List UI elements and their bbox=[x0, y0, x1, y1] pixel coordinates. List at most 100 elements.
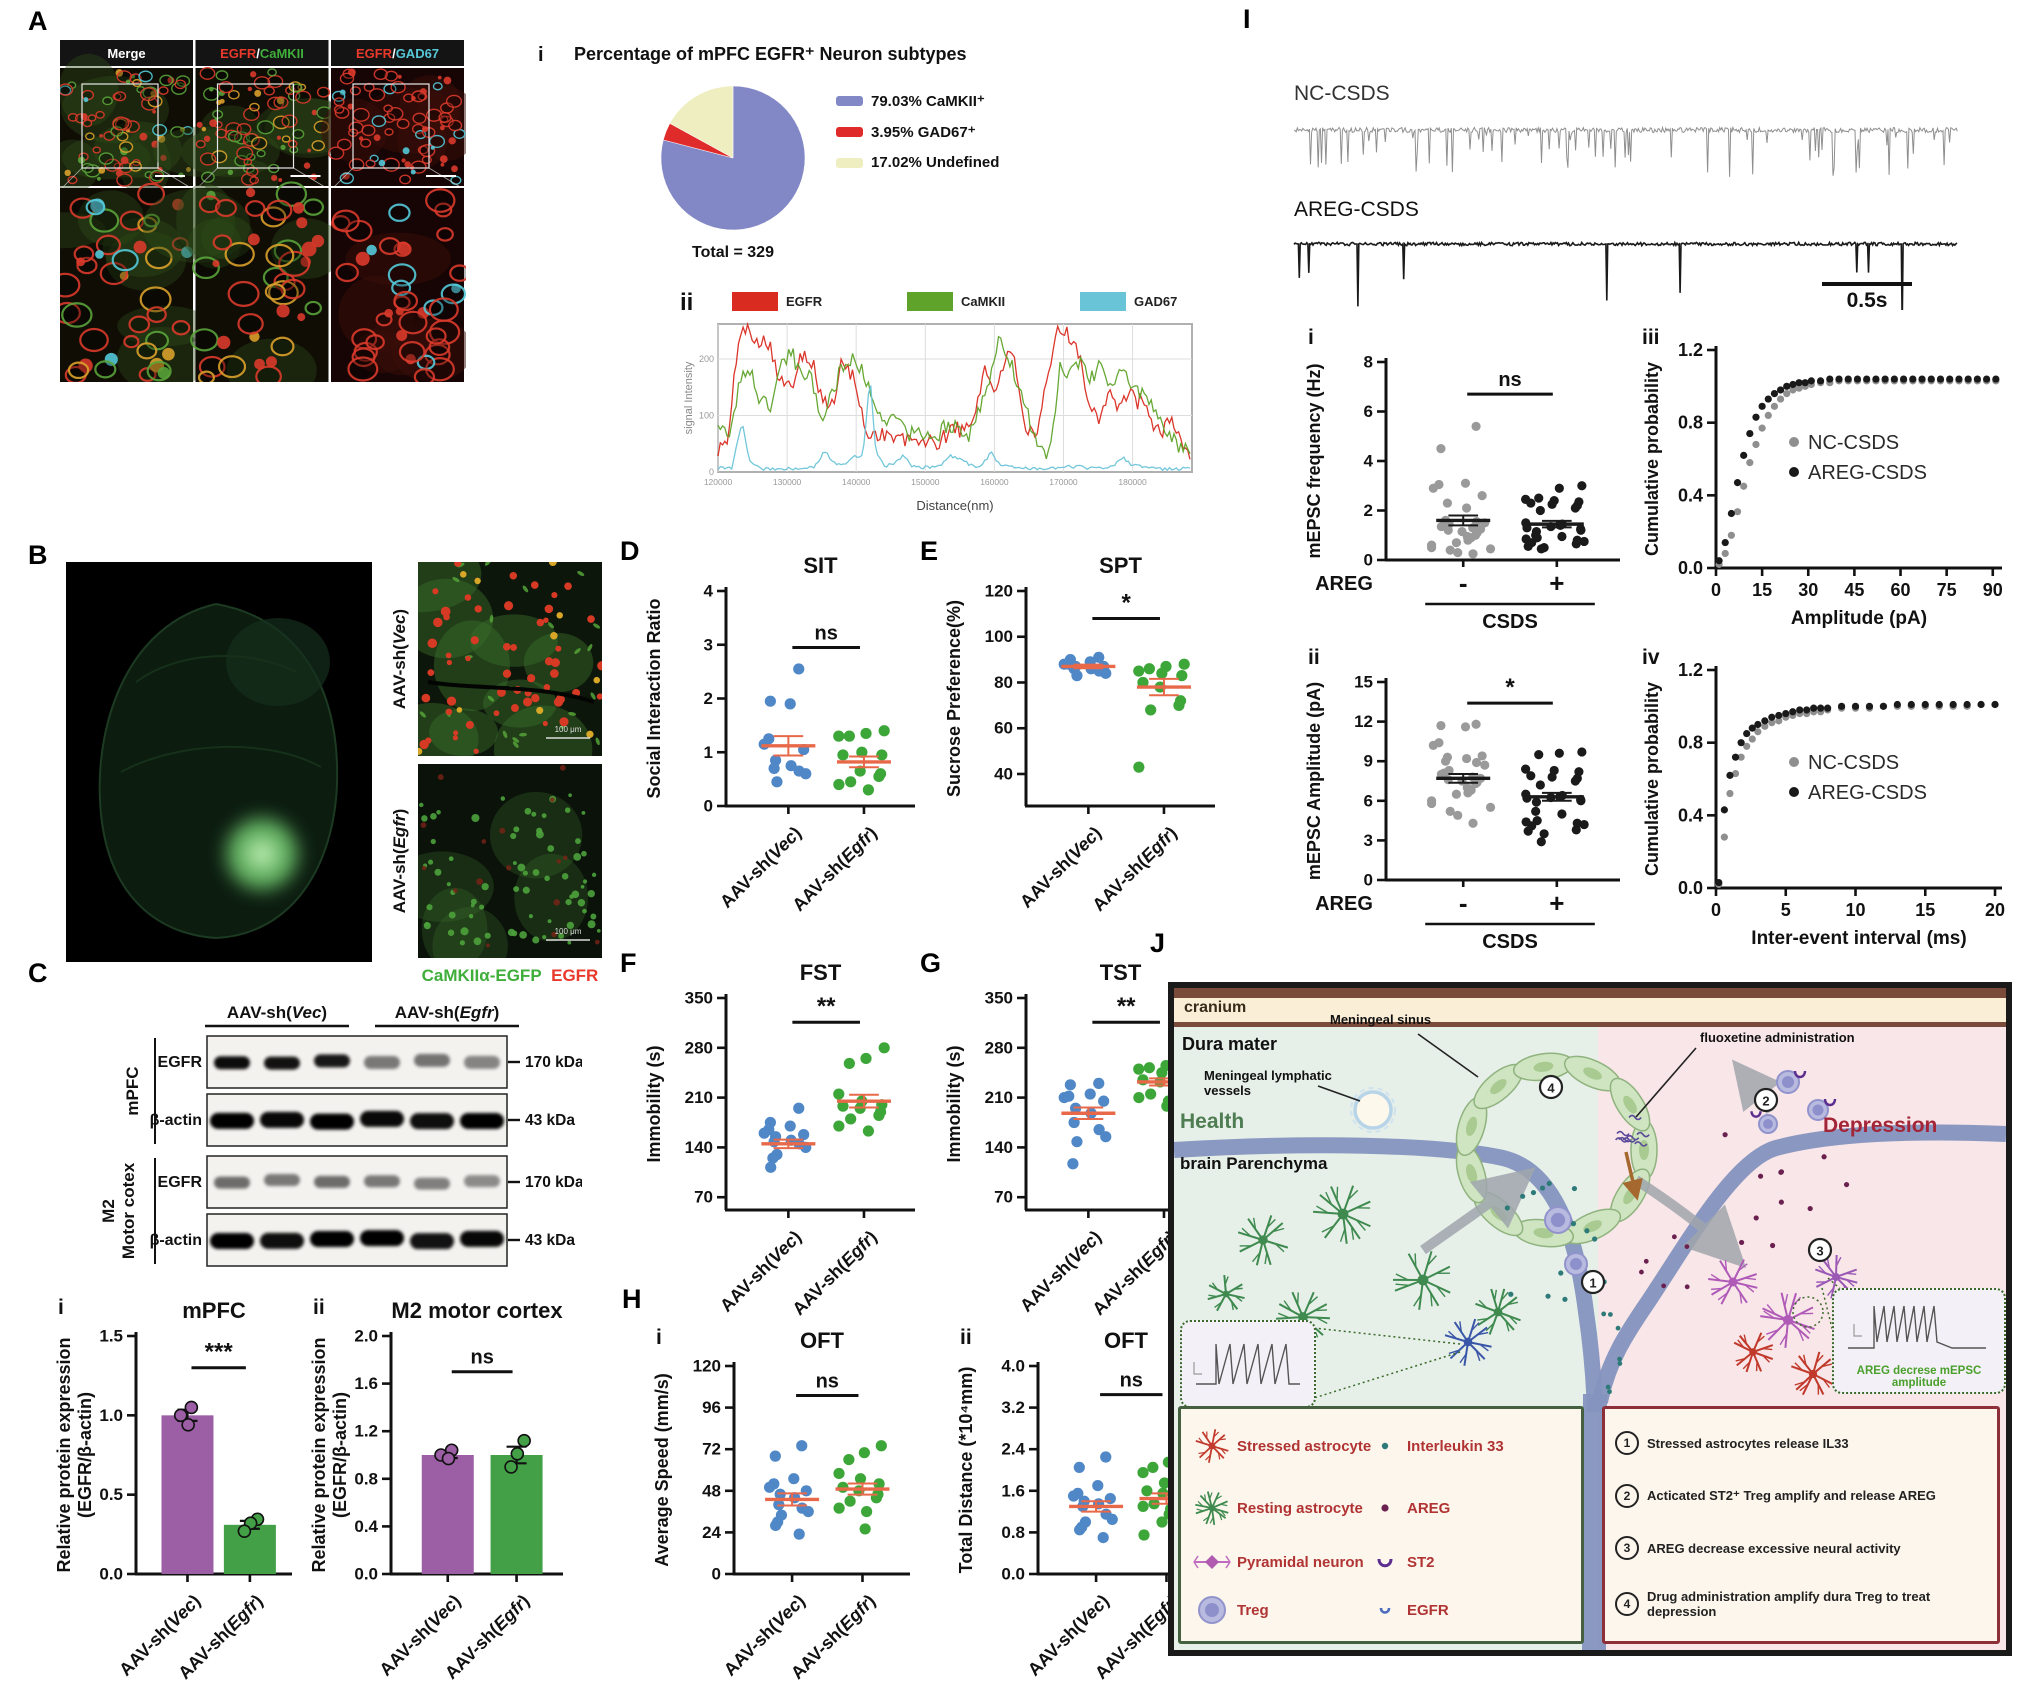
svg-text:AREG: AREG bbox=[1315, 573, 1373, 595]
svg-text:NC-CSDS: NC-CSDS bbox=[1294, 82, 1390, 105]
egfr-microscopy-image: 100 μm bbox=[390, 764, 602, 985]
svg-text:30: 30 bbox=[1798, 580, 1818, 600]
svg-text:-: - bbox=[1459, 888, 1468, 918]
panel-i-chart-i: i mEPSC frequency (Hz) 0 2 4 6 8 ns AREG - + CSDS bbox=[1300, 320, 1630, 645]
svg-text:0.4: 0.4 bbox=[1678, 805, 1703, 825]
svg-text:43 kDa: 43 kDa bbox=[525, 1112, 575, 1129]
svg-text:OFT: OFT bbox=[800, 1328, 845, 1353]
inset-green-label: AREG decrese mEPSC amplitude bbox=[1856, 1365, 1982, 1389]
svg-text:0.0: 0.0 bbox=[1001, 1565, 1025, 1584]
caption-camkii: CaMKIIα-EGFP bbox=[421, 966, 542, 985]
panel-h-chart-i: i OFT Average Speed (mm/s) 0 24 48 72 96 120 ns AA… bbox=[648, 1320, 920, 1692]
svg-text:280: 280 bbox=[685, 1038, 713, 1057]
svg-text:210: 210 bbox=[985, 1088, 1013, 1107]
svg-text:350: 350 bbox=[685, 989, 713, 1008]
svg-text:β-actin: β-actin bbox=[150, 1232, 202, 1249]
svg-text:0: 0 bbox=[704, 797, 713, 816]
svg-text:0: 0 bbox=[1364, 871, 1373, 890]
svg-text:3: 3 bbox=[1816, 1244, 1823, 1259]
panel-j-label: J bbox=[1150, 928, 1166, 958]
panel-h-label: H bbox=[622, 1284, 642, 1314]
svg-text:EGFR: EGFR bbox=[158, 1054, 203, 1071]
svg-text:350: 350 bbox=[985, 989, 1013, 1008]
svg-text:0.8: 0.8 bbox=[1678, 733, 1703, 753]
svg-text:AREG-CSDS: AREG-CSDS bbox=[1808, 782, 1927, 804]
western-blot: AAV-sh(Vec) AAV-sh(Egfr) EGFR 170 kDa β-acti… bbox=[99, 1003, 584, 1267]
svg-text:ns: ns bbox=[816, 1370, 839, 1392]
scatter-oft-distance: ii OFT Total Distance (*10⁴mm) 0.0 0.8 1.6 2.4… bbox=[956, 1326, 1214, 1683]
svg-text:1.6: 1.6 bbox=[1001, 1481, 1025, 1500]
areg-icon bbox=[1381, 1504, 1389, 1512]
svg-text:160000: 160000 bbox=[980, 477, 1009, 487]
svg-text:ii: ii bbox=[680, 289, 693, 316]
svg-text:0.0: 0.0 bbox=[99, 1565, 123, 1584]
svg-text:0.5s: 0.5s bbox=[1847, 289, 1888, 310]
panel-c-label: C bbox=[28, 958, 48, 988]
panel-c-chart-ii: ii M2 motor cortex Relative protein expres… bbox=[305, 1290, 573, 1692]
svg-text:150000: 150000 bbox=[911, 477, 940, 487]
svg-text:Immobility (s): Immobility (s) bbox=[644, 1045, 664, 1162]
step-4-number: 4 bbox=[1615, 1591, 1639, 1616]
svg-text:100 μm: 100 μm bbox=[555, 927, 582, 936]
svg-text:(EGFR/β-actin): (EGFR/β-actin) bbox=[75, 1392, 95, 1518]
svg-text:ns: ns bbox=[1120, 1370, 1143, 1392]
svg-text:**: ** bbox=[817, 993, 836, 1020]
pyramidal-neuron-icon bbox=[1193, 1555, 1231, 1569]
svg-text:2: 2 bbox=[1762, 1094, 1769, 1109]
svg-text:2: 2 bbox=[704, 689, 713, 708]
svg-text:140: 140 bbox=[985, 1138, 1013, 1157]
svg-text:Motor cotex: Motor cotex bbox=[119, 1162, 138, 1259]
step-2-number: 2 bbox=[1615, 1483, 1639, 1508]
svg-text:15: 15 bbox=[1354, 673, 1373, 692]
svg-text:130000: 130000 bbox=[773, 477, 802, 487]
svg-text:Amplitude (pA): Amplitude (pA) bbox=[1791, 608, 1927, 629]
svg-text:AREG-CSDS: AREG-CSDS bbox=[1294, 198, 1419, 221]
inset-health-trace bbox=[1180, 1320, 1316, 1408]
meningeal-sinus-label: Meningeal sinus bbox=[1330, 1012, 1432, 1027]
svg-text:0: 0 bbox=[712, 1565, 721, 1584]
svg-text:0.4: 0.4 bbox=[1678, 485, 1703, 505]
panel-i-label: I bbox=[1243, 4, 1251, 34]
dura-mater-label: Dura mater bbox=[1182, 1034, 1278, 1054]
svg-text:CSDS: CSDS bbox=[1482, 611, 1538, 633]
legend-stressed-astrocyte: Stressed astrocyte bbox=[1237, 1437, 1372, 1455]
svg-text:SIT: SIT bbox=[803, 553, 838, 578]
step-1-text: Stressed astrocytes release IL33 bbox=[1647, 1435, 1849, 1451]
legend-step-1: 1 Stressed astrocytes release IL33 bbox=[1615, 1431, 1987, 1456]
svg-text:signal Intensity: signal Intensity bbox=[683, 361, 695, 434]
vec-image-label: AAV-sh(Vec) bbox=[390, 608, 409, 710]
pie-chart bbox=[660, 85, 806, 231]
panel-e-label: E bbox=[920, 536, 939, 566]
fluoxetine-label: fluoxetine administration bbox=[1700, 1030, 1855, 1045]
svg-text:0: 0 bbox=[1711, 580, 1721, 600]
panel-f-chart: FST Immobility (s) 70 140 210 280 350 ** AAV-sh(… bbox=[640, 952, 925, 1329]
treg-icon bbox=[1198, 1596, 1226, 1624]
legend-areg: AREG bbox=[1407, 1499, 1451, 1517]
svg-text:3: 3 bbox=[1364, 831, 1373, 850]
svg-text:60: 60 bbox=[994, 719, 1013, 738]
svg-text:1.5: 1.5 bbox=[99, 1327, 123, 1346]
svg-text:*: * bbox=[1121, 589, 1131, 616]
svg-text:100: 100 bbox=[985, 627, 1013, 646]
svg-text:90: 90 bbox=[1983, 580, 2003, 600]
svg-text:Total Distance (*10⁴mm): Total Distance (*10⁴mm) bbox=[956, 1367, 976, 1574]
svg-text:+: + bbox=[1549, 568, 1564, 598]
svg-text:80: 80 bbox=[994, 673, 1013, 692]
pie-legend-item: 3.95% GAD67⁺ bbox=[836, 123, 999, 141]
svg-text:+: + bbox=[1549, 888, 1564, 918]
panel-h-chart-ii: ii OFT Total Distance (*10⁴mm) 0.0 0.8 1.6 2.4… bbox=[952, 1320, 1224, 1692]
legend-resting-astrocyte: Resting astrocyte bbox=[1237, 1499, 1363, 1517]
svg-text:4.0: 4.0 bbox=[1001, 1357, 1025, 1376]
svg-text:72: 72 bbox=[702, 1440, 721, 1459]
panel-b-egfr-image: 100 μm bbox=[390, 764, 602, 985]
svg-text:Inter-event interval (ms): Inter-event interval (ms) bbox=[1751, 928, 1966, 949]
svg-text:iv: iv bbox=[1642, 646, 1660, 669]
svg-text:70: 70 bbox=[694, 1188, 713, 1207]
svg-text:210: 210 bbox=[685, 1088, 713, 1107]
svg-text:140: 140 bbox=[685, 1138, 713, 1157]
egfr-image-label: AAV-sh(Egfr) bbox=[390, 808, 409, 914]
panel-f-label: F bbox=[620, 948, 637, 978]
vec-microscopy-image: 100 μm bbox=[347, 439, 777, 838]
